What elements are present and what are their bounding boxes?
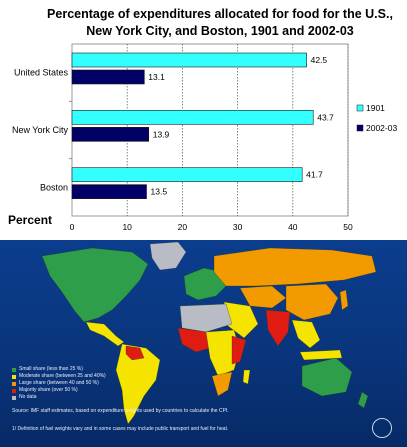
east-africa-shape — [231, 335, 247, 365]
southern-africa-shape — [211, 371, 233, 397]
map-legend: Small share (less than 25 %) Moderate sh… — [12, 366, 106, 401]
data-label: 13.1 — [148, 72, 165, 82]
map-legend-swatch — [12, 374, 16, 379]
map-legend-swatch — [12, 367, 16, 372]
imf-seal-logo — [372, 418, 392, 438]
india-shape — [265, 309, 291, 347]
x-tick-label: 20 — [178, 222, 188, 232]
legend-label: 2002-03 — [366, 123, 397, 133]
x-tick-label: 50 — [343, 222, 353, 232]
greenland-shape — [149, 241, 187, 271]
data-label: 13.9 — [153, 129, 170, 139]
map-legend-label: Moderate share (between 25 and 40%) — [19, 373, 106, 379]
china-shape — [285, 283, 339, 321]
legend-swatch — [356, 124, 364, 132]
map-legend-label: No data — [19, 394, 37, 400]
central-africa-shape — [205, 329, 241, 377]
map-legend-label: Large share (between 40 and 50 %) — [19, 380, 99, 386]
map-legend-swatch — [12, 381, 16, 386]
southeast-asia-shape — [291, 319, 321, 349]
data-label: 13.5 — [151, 187, 168, 197]
madagascar-shape — [242, 369, 251, 385]
map-source-note: Source: IMF staff estimates, based on ex… — [12, 408, 229, 414]
australia-shape — [301, 357, 353, 397]
map-legend-item: Majority share (over 50 %) — [12, 387, 106, 394]
data-label: 41.7 — [306, 170, 323, 180]
map-legend-swatch — [12, 388, 16, 393]
south-america-north-shape — [125, 345, 145, 361]
south-america-shape — [115, 343, 161, 425]
x-tick-label: 40 — [288, 222, 298, 232]
map-legend-swatch — [12, 395, 16, 400]
world-map — [41, 241, 377, 425]
west-africa-shape — [177, 327, 211, 353]
world-map-panel: Small share (less than 25 %) Moderate sh… — [0, 240, 407, 447]
map-legend-item: Small share (less than 25 %) — [12, 366, 106, 373]
map-legend-label: Majority share (over 50 %) — [19, 387, 78, 393]
data-label: 42.5 — [311, 55, 328, 65]
bar — [71, 52, 307, 68]
chart-panel: 42.5 13.1 43.7 13.9 41.7 13.5 0 10 20 30 40 50 Perc… — [8, 7, 398, 232]
map-legend-item: Moderate share (between 25 and 40%) — [12, 373, 106, 380]
bar — [71, 127, 150, 142]
chart-title: Percentage of expenditures allocated for… — [47, 7, 393, 38]
new-zealand-shape — [357, 391, 369, 409]
bar — [71, 69, 145, 85]
mexico-central-america-shape — [85, 321, 125, 347]
category-label: New York City — [12, 125, 69, 135]
bar — [71, 184, 147, 199]
north-africa-shape — [179, 303, 233, 333]
map-legend-item: No data — [12, 394, 106, 401]
legend-swatch — [356, 104, 364, 112]
north-america-shape — [41, 247, 149, 323]
bar — [71, 110, 314, 125]
japan-shape — [339, 289, 349, 311]
x-tick-label: 30 — [233, 222, 243, 232]
central-asia-shape — [239, 285, 287, 309]
map-footnote: 1/ Definition of fuel weights vary and i… — [12, 426, 229, 432]
map-legend-item: Large share (between 40 and 50 %) — [12, 380, 106, 387]
bar-chart: 42.5 13.1 43.7 13.9 41.7 13.5 0 10 20 30 40 50 Perc… — [8, 43, 397, 232]
data-label: 43.7 — [317, 112, 334, 122]
category-label: Boston — [40, 182, 68, 192]
bar — [71, 167, 303, 182]
europe-shape — [183, 267, 227, 301]
indonesia-shape — [299, 349, 343, 361]
category-label: United States — [14, 68, 69, 78]
x-tick-label: 10 — [122, 222, 132, 232]
x-tick-label: 0 — [70, 222, 75, 232]
x-axis-label: Percent — [8, 213, 52, 227]
legend-label: 1901 — [366, 103, 385, 113]
map-legend-label: Small share (less than 25 %) — [19, 366, 83, 372]
russia-shape — [213, 247, 377, 287]
